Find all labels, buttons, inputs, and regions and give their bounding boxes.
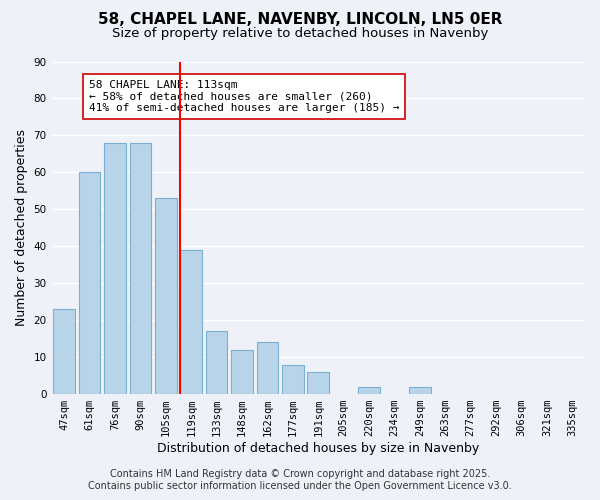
Bar bbox=[155, 198, 176, 394]
Text: 58 CHAPEL LANE: 113sqm
← 58% of detached houses are smaller (260)
41% of semi-de: 58 CHAPEL LANE: 113sqm ← 58% of detached… bbox=[89, 80, 400, 113]
Bar bbox=[53, 309, 75, 394]
Text: Contains HM Land Registry data © Crown copyright and database right 2025.
Contai: Contains HM Land Registry data © Crown c… bbox=[88, 470, 512, 491]
Bar bbox=[104, 143, 126, 394]
Bar bbox=[231, 350, 253, 394]
Bar bbox=[206, 332, 227, 394]
Bar bbox=[257, 342, 278, 394]
Y-axis label: Number of detached properties: Number of detached properties bbox=[15, 130, 28, 326]
Bar bbox=[409, 386, 431, 394]
Bar bbox=[282, 364, 304, 394]
Bar bbox=[358, 386, 380, 394]
X-axis label: Distribution of detached houses by size in Navenby: Distribution of detached houses by size … bbox=[157, 442, 479, 455]
Text: 58, CHAPEL LANE, NAVENBY, LINCOLN, LN5 0ER: 58, CHAPEL LANE, NAVENBY, LINCOLN, LN5 0… bbox=[98, 12, 502, 28]
Bar bbox=[79, 172, 100, 394]
Bar bbox=[307, 372, 329, 394]
Text: Size of property relative to detached houses in Navenby: Size of property relative to detached ho… bbox=[112, 28, 488, 40]
Bar bbox=[181, 250, 202, 394]
Bar bbox=[130, 143, 151, 394]
